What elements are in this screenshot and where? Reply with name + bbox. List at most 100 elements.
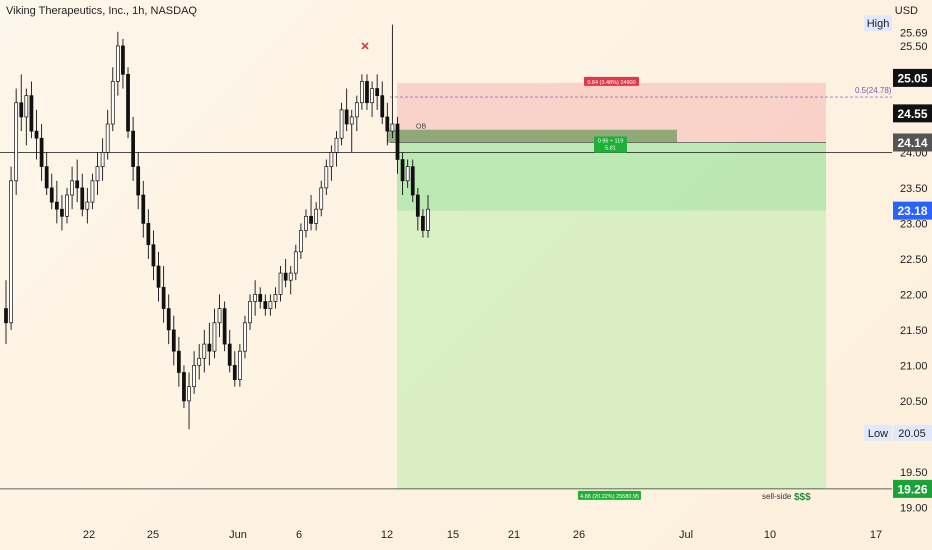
candle-body — [243, 322, 247, 352]
low-tag-label: Low — [868, 428, 888, 440]
candle-body — [29, 95, 34, 132]
candle-body — [365, 81, 369, 104]
candle-body — [156, 265, 161, 288]
candle-body — [227, 343, 232, 366]
candle-body — [329, 152, 334, 167]
candle-body — [319, 187, 324, 210]
candle-body — [4, 308, 8, 324]
entry-label-bg — [594, 136, 627, 153]
x-tick-label: 26 — [573, 529, 585, 541]
high-tag-bg — [864, 15, 892, 32]
low-value: 20.05 — [898, 428, 926, 440]
x-tick-label: Jul — [679, 529, 693, 541]
candle-body — [161, 286, 166, 309]
candle-body — [166, 308, 171, 331]
candle-body — [49, 187, 54, 203]
candle-body — [426, 208, 430, 231]
sellside-label: sell-side — [762, 492, 792, 501]
candle-body — [131, 130, 135, 167]
price-tag-value: 24.14 — [897, 136, 927, 150]
price-tag-bg — [893, 479, 932, 498]
candle-body — [141, 194, 146, 224]
target-label-bg — [578, 490, 641, 500]
candle-body — [207, 343, 212, 352]
candle-body — [339, 109, 344, 139]
candle-body — [222, 308, 227, 345]
candle-body — [39, 137, 44, 167]
x-tick-label: 15 — [447, 529, 459, 541]
candle-body — [105, 123, 110, 153]
price-tag-bg — [893, 201, 932, 220]
profit-zone-upper — [397, 142, 826, 211]
order-block-label: OB — [416, 124, 426, 131]
x-tick-label: 17 — [870, 529, 882, 541]
high-tag-label: High — [867, 18, 890, 30]
candle-body — [151, 244, 156, 267]
candle-body — [380, 95, 385, 118]
candle-body — [126, 73, 130, 132]
candle-body — [410, 166, 415, 196]
candle-body — [293, 251, 298, 274]
candle-body — [370, 88, 374, 104]
candle-body — [187, 386, 191, 402]
stop-label-bg — [584, 76, 639, 86]
price-tag-value: 24.55 — [897, 107, 927, 121]
price-tag-value: 23.18 — [897, 204, 927, 218]
x-tick-label: Jun — [229, 529, 247, 541]
candle-body — [9, 180, 13, 324]
candle-body — [375, 88, 380, 96]
candle-body — [334, 137, 339, 153]
candle-body — [212, 322, 217, 352]
y-tick-label: 23.00 — [900, 218, 928, 230]
candle-body — [176, 350, 181, 373]
candle-body — [95, 166, 100, 182]
candle-body — [24, 95, 29, 118]
candle-body — [202, 343, 207, 359]
candle-body — [136, 166, 141, 196]
y-tick-label: 20.50 — [900, 396, 928, 408]
candle-body — [80, 187, 85, 210]
candle-body — [421, 215, 425, 231]
candle-body — [19, 102, 24, 118]
candle-body — [232, 365, 237, 380]
candle-body — [360, 81, 364, 104]
candle-body — [415, 194, 420, 217]
stop-label: 0.84 (3.48%) 24900 — [587, 80, 635, 86]
candle-body — [182, 372, 186, 402]
price-tag-bg — [893, 133, 932, 152]
y-tick-label: 19.50 — [900, 467, 928, 479]
candle-body — [238, 350, 242, 380]
profit-zone-lower — [397, 210, 826, 489]
x-tick-label: 10 — [764, 529, 776, 541]
x-tick-label: 6 — [296, 529, 302, 541]
price-tag-value: 19.26 — [897, 482, 927, 496]
fib-label: 0.5(24.78) — [855, 86, 892, 95]
x-tick-label: 12 — [381, 529, 393, 541]
low-tag-bg — [864, 424, 892, 441]
candle-body — [75, 180, 80, 189]
low-value-bg — [893, 424, 932, 441]
candle-body — [400, 159, 405, 182]
candle-body — [65, 194, 69, 217]
candle-body — [217, 308, 222, 324]
x-tick-label: 21 — [508, 529, 520, 541]
candle-body — [115, 45, 120, 82]
candle-body — [192, 365, 196, 388]
candle-body — [44, 166, 49, 189]
chart-title: Viking Therapeutics, Inc., 1h, NASDAQ — [6, 5, 197, 17]
candle-body — [34, 130, 39, 139]
target-label: 4.88 (20.22%) 25580.95 — [580, 494, 639, 500]
candle-body — [70, 180, 74, 196]
y-tick-label: 21.50 — [900, 325, 928, 337]
candle-body — [309, 215, 313, 224]
y-tick-label: 25.69 — [900, 27, 928, 39]
entry-label-line1: 0.96 ÷ 119 — [598, 138, 624, 144]
y-tick-label: 22.50 — [900, 254, 928, 266]
candle-body — [248, 301, 252, 324]
order-block-zone — [387, 129, 677, 143]
candle-body — [314, 208, 319, 224]
candle-body — [354, 102, 359, 118]
candle-body — [253, 294, 258, 302]
candle-body — [110, 81, 115, 125]
